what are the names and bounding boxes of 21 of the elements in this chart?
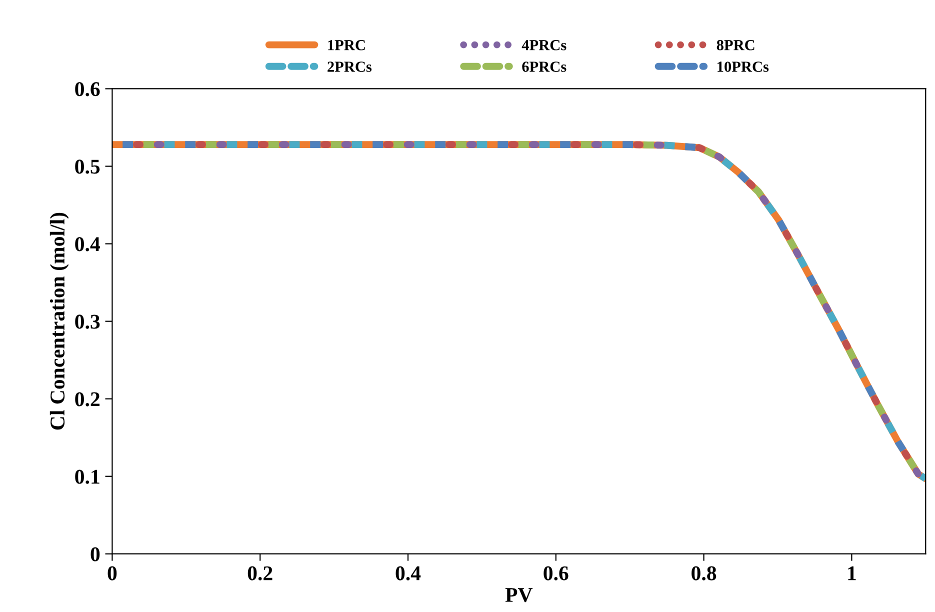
y-tick-label: 0.5: [75, 160, 100, 174]
y-tick-label: 0.3: [75, 314, 100, 329]
y-tick-label: 0.4: [75, 237, 100, 252]
x-tick-label: 0.4: [396, 566, 421, 580]
x-tick-label: 0.2: [248, 566, 272, 580]
x-tick-label: 0.6: [544, 566, 568, 580]
x-tick-label: 0: [108, 566, 117, 580]
x-axis-title: PV: [505, 588, 533, 602]
legend-label: 6PRCs: [522, 62, 566, 72]
legend-label: 8PRC: [716, 40, 754, 50]
legend-label: 1PRC: [328, 40, 365, 50]
y-tick-label: 0.2: [75, 392, 100, 406]
x-tick-label: 1: [848, 566, 856, 580]
x-tick-label: 0.8: [692, 566, 716, 580]
y-axis-title: Cl Concentration (mol/l): [50, 212, 69, 430]
legend-label: 4PRCs: [522, 40, 566, 50]
legend-label: 10PRCs: [718, 62, 769, 72]
y-tick-label: 0.6: [75, 82, 100, 96]
legend-label: 2PRCs: [328, 62, 372, 72]
y-tick-label: 0: [90, 547, 100, 562]
y-tick-label: 0.1: [75, 470, 100, 484]
